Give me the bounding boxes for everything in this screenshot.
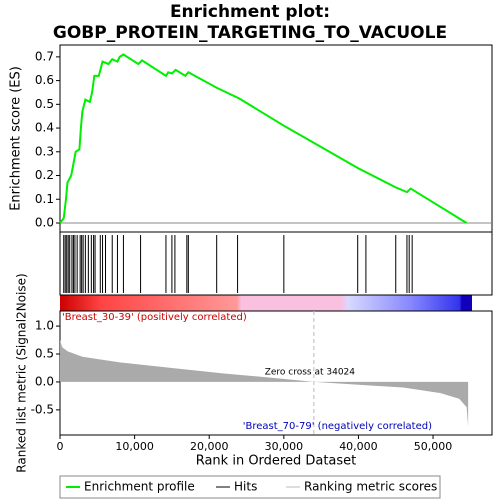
pos-label: 'Breast_30-39' (positively correlated) (62, 312, 247, 323)
y-tick-label: 0.0 (35, 215, 54, 229)
y-tick-label: 0.3 (35, 144, 54, 158)
y-tick-label: 0.7 (35, 49, 54, 63)
zero-cross-label: Zero cross at 34024 (265, 368, 356, 378)
legend-box (59, 475, 441, 499)
y-axis-label: Enrichment score (ES) (9, 66, 24, 211)
neg-label: 'Breast_70-79' (negatively correlated) (243, 421, 432, 432)
chart-title: Enrichment plot: (170, 2, 330, 22)
legend-label: Ranking metric scores (304, 480, 437, 494)
x-tick-label: 10,000 (115, 440, 154, 453)
y-tick-label: -0.5 (31, 402, 54, 416)
x-tick-label: 0 (57, 440, 64, 453)
y-tick-label: 0.4 (35, 121, 54, 135)
legend-label: Hits (234, 480, 257, 494)
es-line (59, 53, 468, 224)
y-tick-label: 0.5 (35, 97, 54, 111)
panel-frame (59, 44, 493, 233)
y-tick-label: 0.0 (35, 374, 54, 388)
x-tick-label: 50,000 (414, 440, 453, 453)
y-axis-label: Ranked list metric (Signal2Noise) (15, 273, 29, 472)
chart-title: GOBP_PROTEIN_TARGETING_TO_VACUOLE (53, 23, 447, 43)
panel-frame (59, 231, 493, 296)
x-axis-label: Rank in Ordered Dataset (196, 454, 357, 469)
y-tick-label: 0.1 (35, 192, 54, 206)
legend-label: Enrichment profile (84, 480, 195, 494)
x-tick-label: 20,000 (190, 440, 229, 453)
metric-area (60, 340, 469, 427)
y-tick-label: 1.0 (35, 319, 54, 333)
color-bar (60, 295, 472, 311)
x-tick-label: 30,000 (265, 440, 304, 453)
y-tick-label: 0.6 (35, 73, 54, 87)
y-tick-label: 0.5 (35, 347, 54, 361)
x-tick-label: 40,000 (339, 440, 378, 453)
y-tick-label: 0.2 (35, 168, 54, 182)
